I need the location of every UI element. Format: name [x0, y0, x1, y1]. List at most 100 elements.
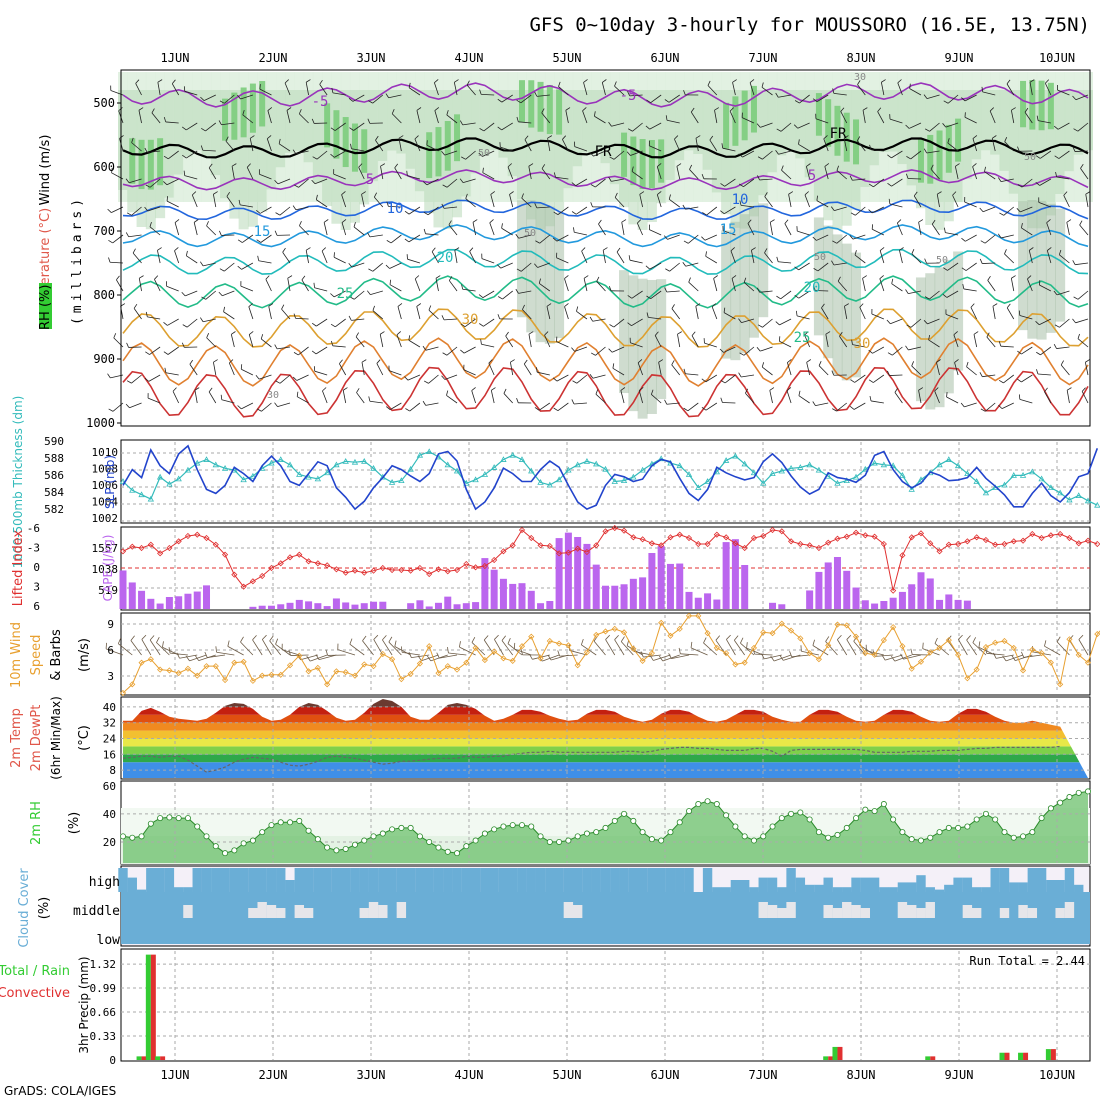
wind-barb: [632, 122, 643, 132]
wind10-markers: [119, 612, 1100, 697]
wind-barb: [963, 288, 977, 292]
cloud-high-bar: [359, 868, 369, 892]
rh-band-moist: [917, 138, 924, 183]
wind-barb-flag: [781, 165, 784, 171]
wind-barb: [656, 166, 662, 180]
wind-barb-flag: [355, 332, 359, 338]
wind-barb-flag: [478, 152, 483, 157]
wind-barb: [724, 206, 736, 215]
wind-barb-flag: [761, 362, 765, 368]
wind-barb-flag: [225, 136, 229, 142]
wind10-barb-flag: [394, 640, 397, 647]
lifted-index-marker: [1029, 530, 1036, 538]
wind-barb-flag: [665, 115, 668, 121]
rh-band-mid: [405, 90, 416, 169]
cloud-high-bar: [461, 868, 472, 892]
rh2m-marker: [741, 833, 748, 840]
lifted-tick: -3: [27, 542, 40, 555]
wind-barb-flag: [776, 256, 779, 262]
wind-barb: [358, 167, 365, 180]
rh2m-marker: [1066, 794, 1073, 801]
wind-barb: [910, 150, 922, 160]
wind-barb: [171, 83, 180, 96]
wind-barb-flag: [386, 201, 389, 207]
wind-barb: [574, 146, 588, 152]
wind-barb-flag: [972, 163, 977, 167]
wind-barb-flag: [1016, 208, 1021, 213]
lifted-index-marker: [611, 524, 618, 532]
wind-barb-flag: [598, 219, 602, 225]
cloud-high-bar: [1074, 884, 1084, 892]
precip-tick: 0.66: [90, 1006, 117, 1019]
wind-barb: [741, 204, 755, 208]
wind-barb-flag: [448, 276, 453, 281]
cloud-high-bar: [229, 868, 240, 892]
rh-band-mid: [238, 90, 249, 230]
wind10-barb: [207, 654, 226, 658]
wind-barb: [279, 374, 291, 384]
wind-barb-flag: [1053, 343, 1057, 349]
wind-barb-flag: [729, 107, 734, 112]
wind-barb: [488, 362, 495, 376]
wind-barb: [910, 318, 922, 328]
wind-barb-flag: [743, 277, 747, 283]
wind-barb: [817, 262, 829, 272]
wind-barb-flag: [877, 107, 882, 112]
wind-barb: [613, 318, 625, 328]
wind10-barb: [773, 654, 792, 662]
wind-barb-flag: [133, 303, 138, 309]
cape-bar: [546, 601, 554, 609]
rh-band-moist: [454, 114, 461, 162]
thickness-marker: [361, 457, 368, 464]
cloud-high-bar: [777, 887, 787, 892]
rh-band-mid: [897, 90, 908, 165]
wind-barb: [821, 307, 829, 320]
wind10-barb: [875, 654, 894, 657]
wind-barb: [240, 285, 254, 292]
thickness-marker: [119, 478, 127, 484]
cape-bar: [184, 593, 192, 609]
cape-bar: [926, 578, 934, 609]
cloud-mid-gap: [962, 905, 973, 918]
cape-bar: [815, 571, 823, 609]
wind-barb: [314, 370, 328, 376]
wind-barb: [305, 82, 309, 96]
wind10-barb: [559, 654, 578, 657]
rh-contour-label: 50: [1024, 152, 1036, 163]
thickness-marker: [620, 477, 628, 484]
rh-band-mid: [813, 90, 824, 201]
wind-barb: [396, 334, 402, 348]
wind-barb-flag: [368, 100, 373, 104]
wind-barb-flag: [1066, 387, 1072, 391]
wind-barb-flag: [248, 303, 253, 307]
wind-barb-flag: [794, 266, 799, 271]
wind-barb-flag: [1017, 378, 1022, 383]
wind-barb-flag: [157, 247, 162, 251]
thickness-marker: [1066, 496, 1073, 503]
wind-barb: [573, 402, 587, 405]
wind-barb-flag: [287, 275, 293, 279]
wind-barb: [205, 122, 217, 132]
temp2m-label: 2m Temp: [9, 708, 24, 768]
wind-barb-flag: [534, 91, 538, 97]
rh-band-mid: [544, 90, 555, 227]
lifted-index-marker: [834, 535, 841, 542]
wind-barb: [521, 262, 532, 272]
wind-barb: [500, 262, 513, 269]
wind-barb-flag: [135, 79, 140, 84]
lifted-index-marker: [713, 531, 720, 538]
cloud-high-bar: [1064, 868, 1075, 892]
wind-barb-flag: [281, 304, 285, 310]
wind-barb-flag: [879, 275, 884, 279]
wind-barb-flag: [348, 315, 352, 321]
rh-band-gray: [823, 225, 834, 359]
wind-barb: [926, 94, 940, 99]
wind-barb: [481, 343, 495, 348]
wind-barb: [722, 147, 736, 152]
wind-barb: [316, 199, 328, 208]
precip-conv-bar: [1050, 1049, 1056, 1060]
rh-band-moist: [138, 139, 145, 190]
thickness-marker: [351, 458, 359, 465]
wind-barb-flag: [665, 268, 670, 272]
wind10-barb-flag: [789, 651, 793, 657]
